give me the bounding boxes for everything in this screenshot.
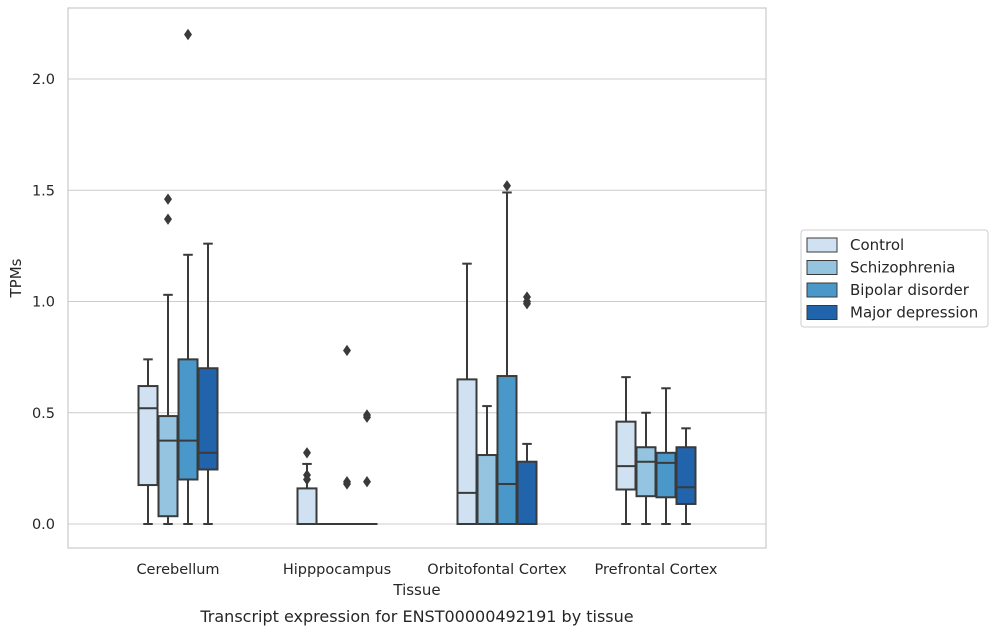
box-control [615, 376, 637, 525]
y-tick-label: 0.0 [32, 517, 55, 533]
y-tick-label: 1.5 [32, 183, 55, 199]
box-schizophrenia [157, 193, 179, 525]
box-major-depression [516, 291, 538, 526]
box-control [296, 447, 318, 525]
x-tick-label: Orbitofontal Cortex [427, 562, 567, 578]
outlier-point [503, 180, 511, 192]
outlier-point [303, 447, 311, 459]
box-body [615, 420, 637, 491]
box-body [635, 446, 657, 498]
outlier-point [303, 473, 311, 486]
box-control [137, 358, 159, 525]
outlier-point [184, 28, 192, 41]
box-body [137, 385, 159, 487]
legend-label: Major depression [850, 304, 978, 322]
outlier-point [343, 478, 351, 490]
y-tick-label: 2.0 [32, 72, 55, 88]
chart-caption: Transcript expression for ENST0000049219… [199, 607, 633, 626]
box-body [655, 451, 677, 499]
box-bipolar-disorder [336, 344, 358, 526]
legend-swatch [806, 282, 838, 298]
outlier-point [363, 411, 371, 423]
tick-labels: 0.0 0.5 1.0 1.5 2.0 Cerebellum Hipppocampus Orb… [32, 72, 718, 578]
legend: Control Schizophrenia Bipolar disorder Majo… [800, 229, 989, 328]
x-tick-label: Hipppocampus [283, 562, 391, 578]
legend-label: Schizophrenia [850, 259, 955, 277]
box-bipolar-disorder [177, 28, 199, 525]
box-body [197, 367, 219, 471]
x-tick-label: Cerebellum [136, 562, 219, 578]
box-schizophrenia [635, 411, 657, 525]
x-axis-title: Tissue [392, 581, 440, 599]
box-body [675, 446, 697, 505]
box-major-depression [356, 409, 378, 526]
plot-frame [67, 7, 767, 549]
box-body [456, 378, 478, 525]
outlier-point [343, 344, 351, 357]
box-body [476, 454, 498, 525]
legend-label: Control [850, 236, 904, 254]
box-control [456, 262, 478, 525]
outlier-point [164, 193, 172, 205]
box-schizophrenia [476, 405, 498, 525]
box-bipolar-disorder [655, 387, 677, 525]
outlier-point [363, 476, 371, 488]
boxes [137, 28, 697, 526]
legend-swatch [806, 305, 838, 320]
box-body [516, 460, 538, 526]
legend-frame [800, 229, 989, 328]
outlier-point [523, 298, 531, 310]
box-body [496, 375, 518, 525]
y-tick-label: 0.5 [32, 406, 55, 422]
box-major-depression [675, 427, 697, 525]
outlier-point [164, 213, 172, 225]
legend-swatch [806, 260, 838, 275]
box-body [157, 415, 179, 518]
legend-label: Bipolar disorder [850, 281, 970, 299]
y-axis-title: TPMs [7, 258, 25, 298]
legend-swatch [806, 237, 838, 253]
y-tick-label: 1.0 [32, 295, 55, 311]
box-body [177, 358, 199, 481]
x-tick-label: Prefrontal Cortex [595, 562, 718, 578]
box-major-depression [197, 242, 219, 525]
box-body [296, 487, 318, 525]
box-bipolar-disorder [496, 180, 518, 525]
